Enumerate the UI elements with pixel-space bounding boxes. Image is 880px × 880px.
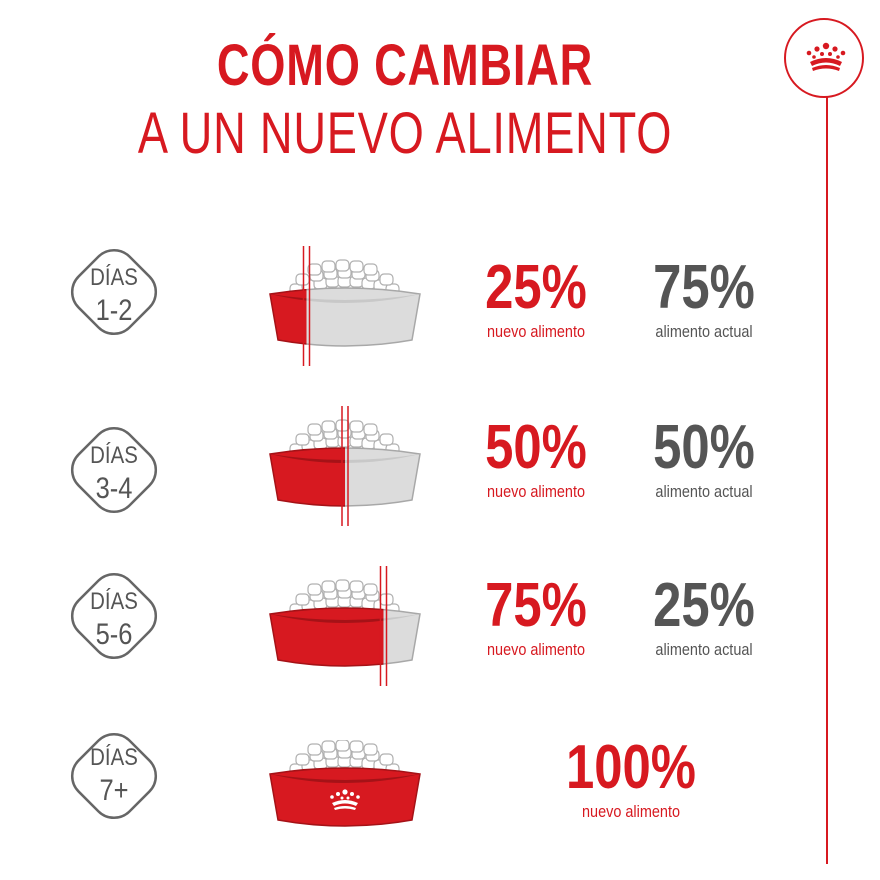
vertical-divider <box>826 96 828 864</box>
food-bowl <box>269 740 421 827</box>
new-food-label: nuevo alimento <box>486 640 586 659</box>
days-label: DÍAS <box>90 442 138 469</box>
current-food-label: alimento actual <box>655 322 753 341</box>
current-food-percentage: 25% <box>653 571 755 640</box>
title-line-1: CÓMO CAMBIAR <box>216 33 594 98</box>
days-range: 3-4 <box>95 472 133 505</box>
brand-logo <box>784 18 864 98</box>
new-food-label: nuevo alimento <box>486 322 586 341</box>
new-food-label: nuevo alimento <box>486 482 586 501</box>
food-bowl <box>269 566 421 686</box>
days-badge: DÍAS 5-6 <box>56 558 172 674</box>
crown-icon <box>806 42 846 71</box>
days-range: 7+ <box>99 774 129 807</box>
days-label: DÍAS <box>90 744 138 771</box>
days-label: DÍAS <box>90 264 138 291</box>
days-range: 5-6 <box>95 618 133 651</box>
food-bowl <box>269 406 421 526</box>
new-food-percentage: 100% <box>565 733 697 802</box>
days-badge: DÍAS 1-2 <box>56 234 172 350</box>
current-food-percentage: 50% <box>653 413 755 482</box>
new-food-percentage: 50% <box>485 413 587 482</box>
food-bowl <box>269 246 421 366</box>
days-range: 1-2 <box>95 294 133 327</box>
days-label: DÍAS <box>90 588 138 615</box>
days-badge: DÍAS 3-4 <box>56 412 172 528</box>
days-badge: DÍAS 7+ <box>56 718 172 834</box>
new-food-percentage: 25% <box>485 253 587 322</box>
new-food-label: nuevo alimento <box>581 802 681 821</box>
title-line-2: A UN NUEVO ALIMENTO <box>137 101 673 166</box>
current-food-percentage: 75% <box>653 253 755 322</box>
new-food-percentage: 75% <box>485 571 587 640</box>
current-food-label: alimento actual <box>655 482 753 501</box>
current-food-label: alimento actual <box>655 640 753 659</box>
